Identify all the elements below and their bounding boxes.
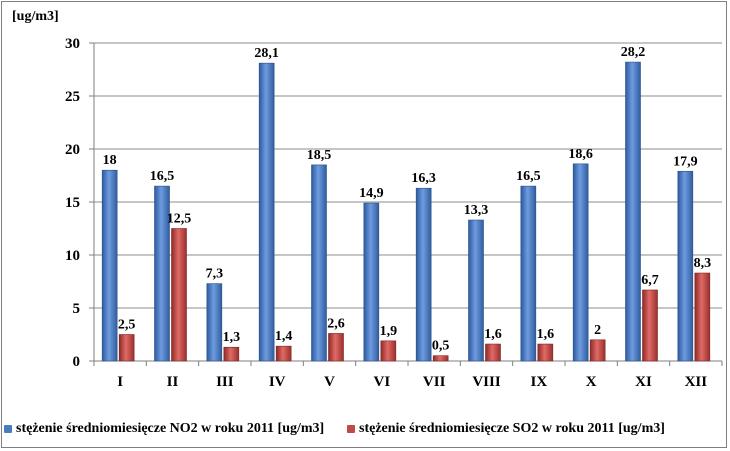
data-label-no2-VII: 16,3 <box>411 171 436 186</box>
y-tick-label: 25 <box>65 89 80 105</box>
x-category-label-XI: XI <box>635 374 652 390</box>
x-category-label-XII: XII <box>685 374 708 390</box>
data-label-no2-X: 18,6 <box>568 147 593 162</box>
bar-so2-VIII <box>485 343 501 362</box>
x-category-label-III: III <box>216 374 234 390</box>
data-label-no2-XII: 17,9 <box>673 154 698 169</box>
bar-no2-III <box>206 283 223 362</box>
chart-legend: stężenie średniomiesięcze NO2 w roku 201… <box>0 421 730 443</box>
legend-swatch-no2 <box>4 425 12 433</box>
data-label-so2-XII: 8,3 <box>694 256 712 271</box>
data-label-so2-VII: 0,5 <box>432 339 450 354</box>
y-axis-unit-label: [ug/m3] <box>12 9 59 24</box>
data-label-so2-IV: 1,4 <box>275 329 293 344</box>
data-label-so2-X: 2 <box>594 323 601 338</box>
bar-so2-X <box>589 339 606 362</box>
data-label-so2-XI: 6,7 <box>641 273 659 288</box>
bar-no2-IX <box>520 185 537 362</box>
bar-no2-I <box>101 169 118 362</box>
bar-no2-VII <box>415 187 432 362</box>
bar-so2-VI <box>380 340 397 362</box>
bar-no2-XI <box>625 61 641 362</box>
data-label-so2-III: 1,3 <box>223 330 241 345</box>
bar-so2-IX <box>537 343 554 362</box>
bar-no2-IV <box>258 62 275 362</box>
legend-item-no2: stężenie średniomiesięcze NO2 w roku 201… <box>4 421 324 437</box>
bar-so2-I <box>118 334 135 362</box>
bar-no2-II <box>154 185 170 362</box>
bar-so2-XII <box>694 272 711 362</box>
data-label-so2-VIII: 1,6 <box>484 327 502 342</box>
data-label-no2-VIII: 13,3 <box>464 203 489 218</box>
x-category-label-VII: VII <box>423 374 446 390</box>
bar-no2-VI <box>363 202 380 362</box>
legend-item-so2: stężenie średniomiesięcze SO2 w roku 201… <box>347 421 665 437</box>
bar-no2-XII <box>677 170 694 362</box>
data-label-so2-I: 2,5 <box>118 318 136 333</box>
x-category-label-VI: VI <box>373 374 390 390</box>
data-label-no2-XI: 28,2 <box>621 45 646 60</box>
x-category-label-V: V <box>324 374 335 390</box>
data-label-so2-VI: 1,9 <box>380 324 398 339</box>
bar-so2-VII <box>432 355 449 362</box>
data-label-no2-IX: 16,5 <box>516 169 541 184</box>
data-label-no2-II: 16,5 <box>150 169 175 184</box>
y-tick-label: 15 <box>65 195 80 211</box>
x-category-label-II: II <box>167 374 179 390</box>
bar-so2-III <box>223 346 240 362</box>
x-category-label-X: X <box>586 374 597 390</box>
y-tick-label: 10 <box>65 248 80 264</box>
x-category-label-I: I <box>117 374 123 390</box>
bar-so2-IV <box>275 345 292 362</box>
x-category-label-IV: IV <box>269 374 286 390</box>
x-category-label-IX: IX <box>530 374 547 390</box>
data-label-no2-V: 18,5 <box>307 148 332 163</box>
data-label-no2-VI: 14,9 <box>359 186 384 201</box>
data-label-no2-I: 18 <box>103 153 117 168</box>
y-tick-label: 20 <box>65 142 80 158</box>
chart-plot: [ug/m3] 0 5 10 15 20 25 30 18 2,5 I 16,5 12,5 II 7,3 1,… <box>12 9 723 390</box>
data-label-so2-II: 12,5 <box>167 212 192 227</box>
data-label-so2-V: 2,6 <box>327 316 345 331</box>
bar-so2-XI <box>642 289 658 362</box>
legend-label-so2: stężenie średniomiesięcze SO2 w roku 201… <box>359 421 665 436</box>
bar-no2-X <box>572 163 589 362</box>
x-category-label-VIII: VIII <box>472 374 501 390</box>
legend-swatch-so2 <box>347 425 355 433</box>
y-tick-label: 0 <box>73 354 81 370</box>
data-label-no2-III: 7,3 <box>206 267 224 282</box>
data-label-so2-IX: 1,6 <box>537 327 555 342</box>
data-label-no2-IV: 28,1 <box>254 46 279 61</box>
y-tick-label: 5 <box>73 301 81 317</box>
bar-so2-V <box>328 333 344 362</box>
bar-so2-II <box>171 228 187 362</box>
bar-no2-V <box>311 164 327 362</box>
legend-label-no2: stężenie średniomiesięcze NO2 w roku 201… <box>16 421 325 436</box>
bar-no2-VIII <box>468 219 484 362</box>
y-tick-label: 30 <box>65 36 80 52</box>
